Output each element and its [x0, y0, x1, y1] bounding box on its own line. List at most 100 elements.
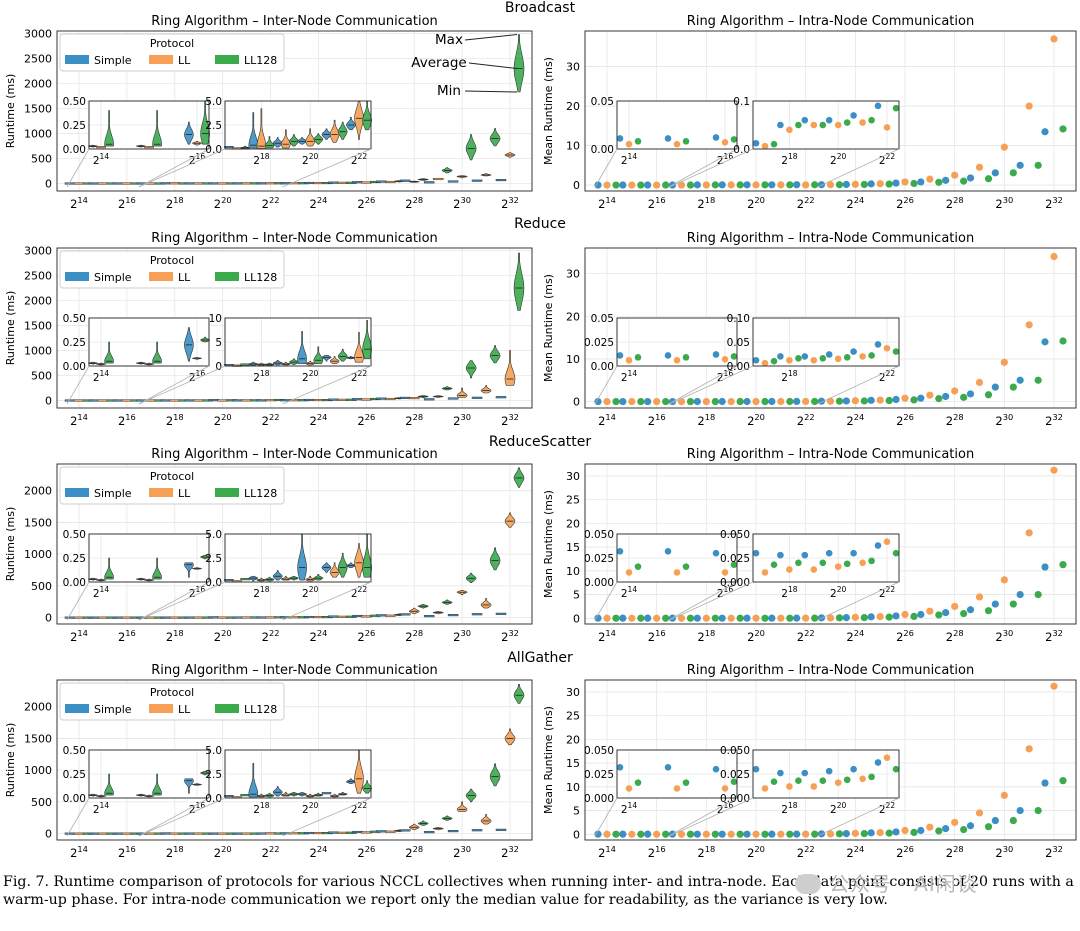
xtick-label: 230	[995, 628, 1013, 644]
inset-point-ll	[673, 569, 681, 576]
legend-swatch-ll	[149, 272, 173, 281]
inset-ytick-label: 0.00	[63, 577, 86, 589]
tick-exponent: 24	[854, 412, 865, 422]
inset-violin-ll128	[313, 133, 324, 145]
xtick-label: 226	[357, 195, 375, 211]
point-simple	[594, 181, 602, 189]
point-ll	[826, 397, 835, 405]
point-simple	[793, 614, 801, 622]
violin-simple	[112, 832, 124, 835]
xtick-label: 222	[262, 844, 280, 860]
violin-ll	[241, 399, 252, 402]
point-ll128	[1059, 777, 1067, 785]
point-ll128	[1034, 590, 1042, 599]
tick-exponent: 28	[413, 844, 424, 854]
violin-ll	[361, 398, 372, 401]
inset-point-ll128	[819, 777, 827, 785]
tick-exponent: 30	[1003, 844, 1014, 854]
tick-base: 2	[648, 197, 655, 211]
tick-exponent: 26	[903, 844, 914, 854]
inset-point-ll128	[770, 561, 778, 569]
inset-ytick-label: 0.25	[63, 337, 86, 349]
inset-point-ll	[810, 566, 818, 573]
violin-simple	[64, 616, 76, 619]
point-simple	[793, 397, 801, 406]
inset-point-simple	[752, 765, 760, 773]
ytick-label: 1000	[24, 128, 52, 141]
ytick-label: 30	[566, 686, 580, 699]
inset-frame	[224, 317, 372, 367]
inset-violin-ll128	[337, 121, 348, 140]
inset-point-ll	[834, 563, 842, 570]
tick-base: 2	[648, 846, 655, 860]
point-ll	[1025, 745, 1033, 753]
xtick-label: 220	[214, 412, 232, 428]
point-ll	[727, 181, 735, 189]
point-ll128	[811, 830, 819, 838]
violin-simple	[352, 614, 363, 618]
tick-base: 2	[70, 197, 77, 211]
point-ll128	[1009, 383, 1017, 391]
ytick-label: 2500	[24, 53, 52, 66]
inset-point-ll128	[892, 104, 900, 112]
tick-base: 2	[357, 630, 364, 644]
tick-base: 2	[896, 630, 903, 644]
inset-point-ll	[810, 783, 818, 790]
point-ll	[901, 178, 909, 186]
point-ll128	[910, 179, 918, 188]
xtick-label: 214	[70, 412, 88, 428]
violin-simple	[232, 399, 243, 402]
point-ll	[1000, 791, 1008, 799]
tick-base: 2	[717, 155, 724, 167]
xtick-label: 232	[1045, 412, 1063, 428]
inset-ytick-label: 0.050	[584, 529, 614, 541]
inset-connector	[282, 365, 372, 405]
inset-ytick-label: 0.000	[720, 793, 750, 805]
legend-label-ll: LL	[178, 703, 191, 716]
xtick-label: 222	[797, 844, 815, 860]
inset-point-ll128	[843, 119, 851, 126]
inset-ytick-label: 0.25	[63, 553, 86, 565]
legend-swatch-ll	[149, 704, 173, 713]
xtick-label: 230	[995, 412, 1013, 428]
inset-point-simple	[777, 551, 784, 559]
violin-ll	[480, 598, 492, 609]
violin-ll	[145, 832, 157, 835]
point-ll	[752, 397, 760, 406]
inset-point-ll128	[770, 778, 778, 785]
tick-base: 2	[453, 846, 460, 860]
tick-exponent: 22	[358, 801, 368, 810]
inset-connector	[817, 797, 900, 837]
ytick-label: 1500	[24, 732, 52, 745]
tick-base: 2	[189, 155, 196, 167]
inset-point-simple	[825, 116, 833, 124]
tick-base: 2	[1045, 630, 1052, 644]
tick-base: 2	[747, 846, 754, 860]
inset-point-simple	[616, 352, 624, 359]
inset-connector	[138, 148, 210, 188]
point-ll	[702, 181, 710, 189]
xtick-label: 228	[946, 628, 964, 644]
tick-base: 2	[253, 588, 260, 600]
point-simple	[917, 610, 925, 619]
ylabel: Runtime (ms)	[4, 74, 17, 148]
ylabel: Mean Runtime (ms)	[542, 490, 555, 598]
inset-point-simple	[664, 352, 672, 359]
inset-point-ll	[810, 121, 818, 129]
violin-ll	[456, 387, 468, 398]
violin-simple	[184, 182, 195, 185]
axes-frame	[56, 247, 533, 409]
violin-ll	[313, 616, 324, 619]
violin-ll	[432, 177, 444, 181]
tick-exponent: 22	[358, 585, 368, 594]
violin-ll	[217, 399, 228, 402]
tick-base: 2	[697, 630, 704, 644]
inset-xtick-label: 214	[621, 585, 637, 600]
point-ll	[677, 397, 686, 406]
inset-ytick-label: 5.0	[205, 96, 222, 108]
tick-base: 2	[621, 588, 628, 600]
inset-point-ll	[859, 353, 866, 360]
inset-connector	[282, 581, 372, 621]
inset-violin-simple	[346, 562, 356, 568]
